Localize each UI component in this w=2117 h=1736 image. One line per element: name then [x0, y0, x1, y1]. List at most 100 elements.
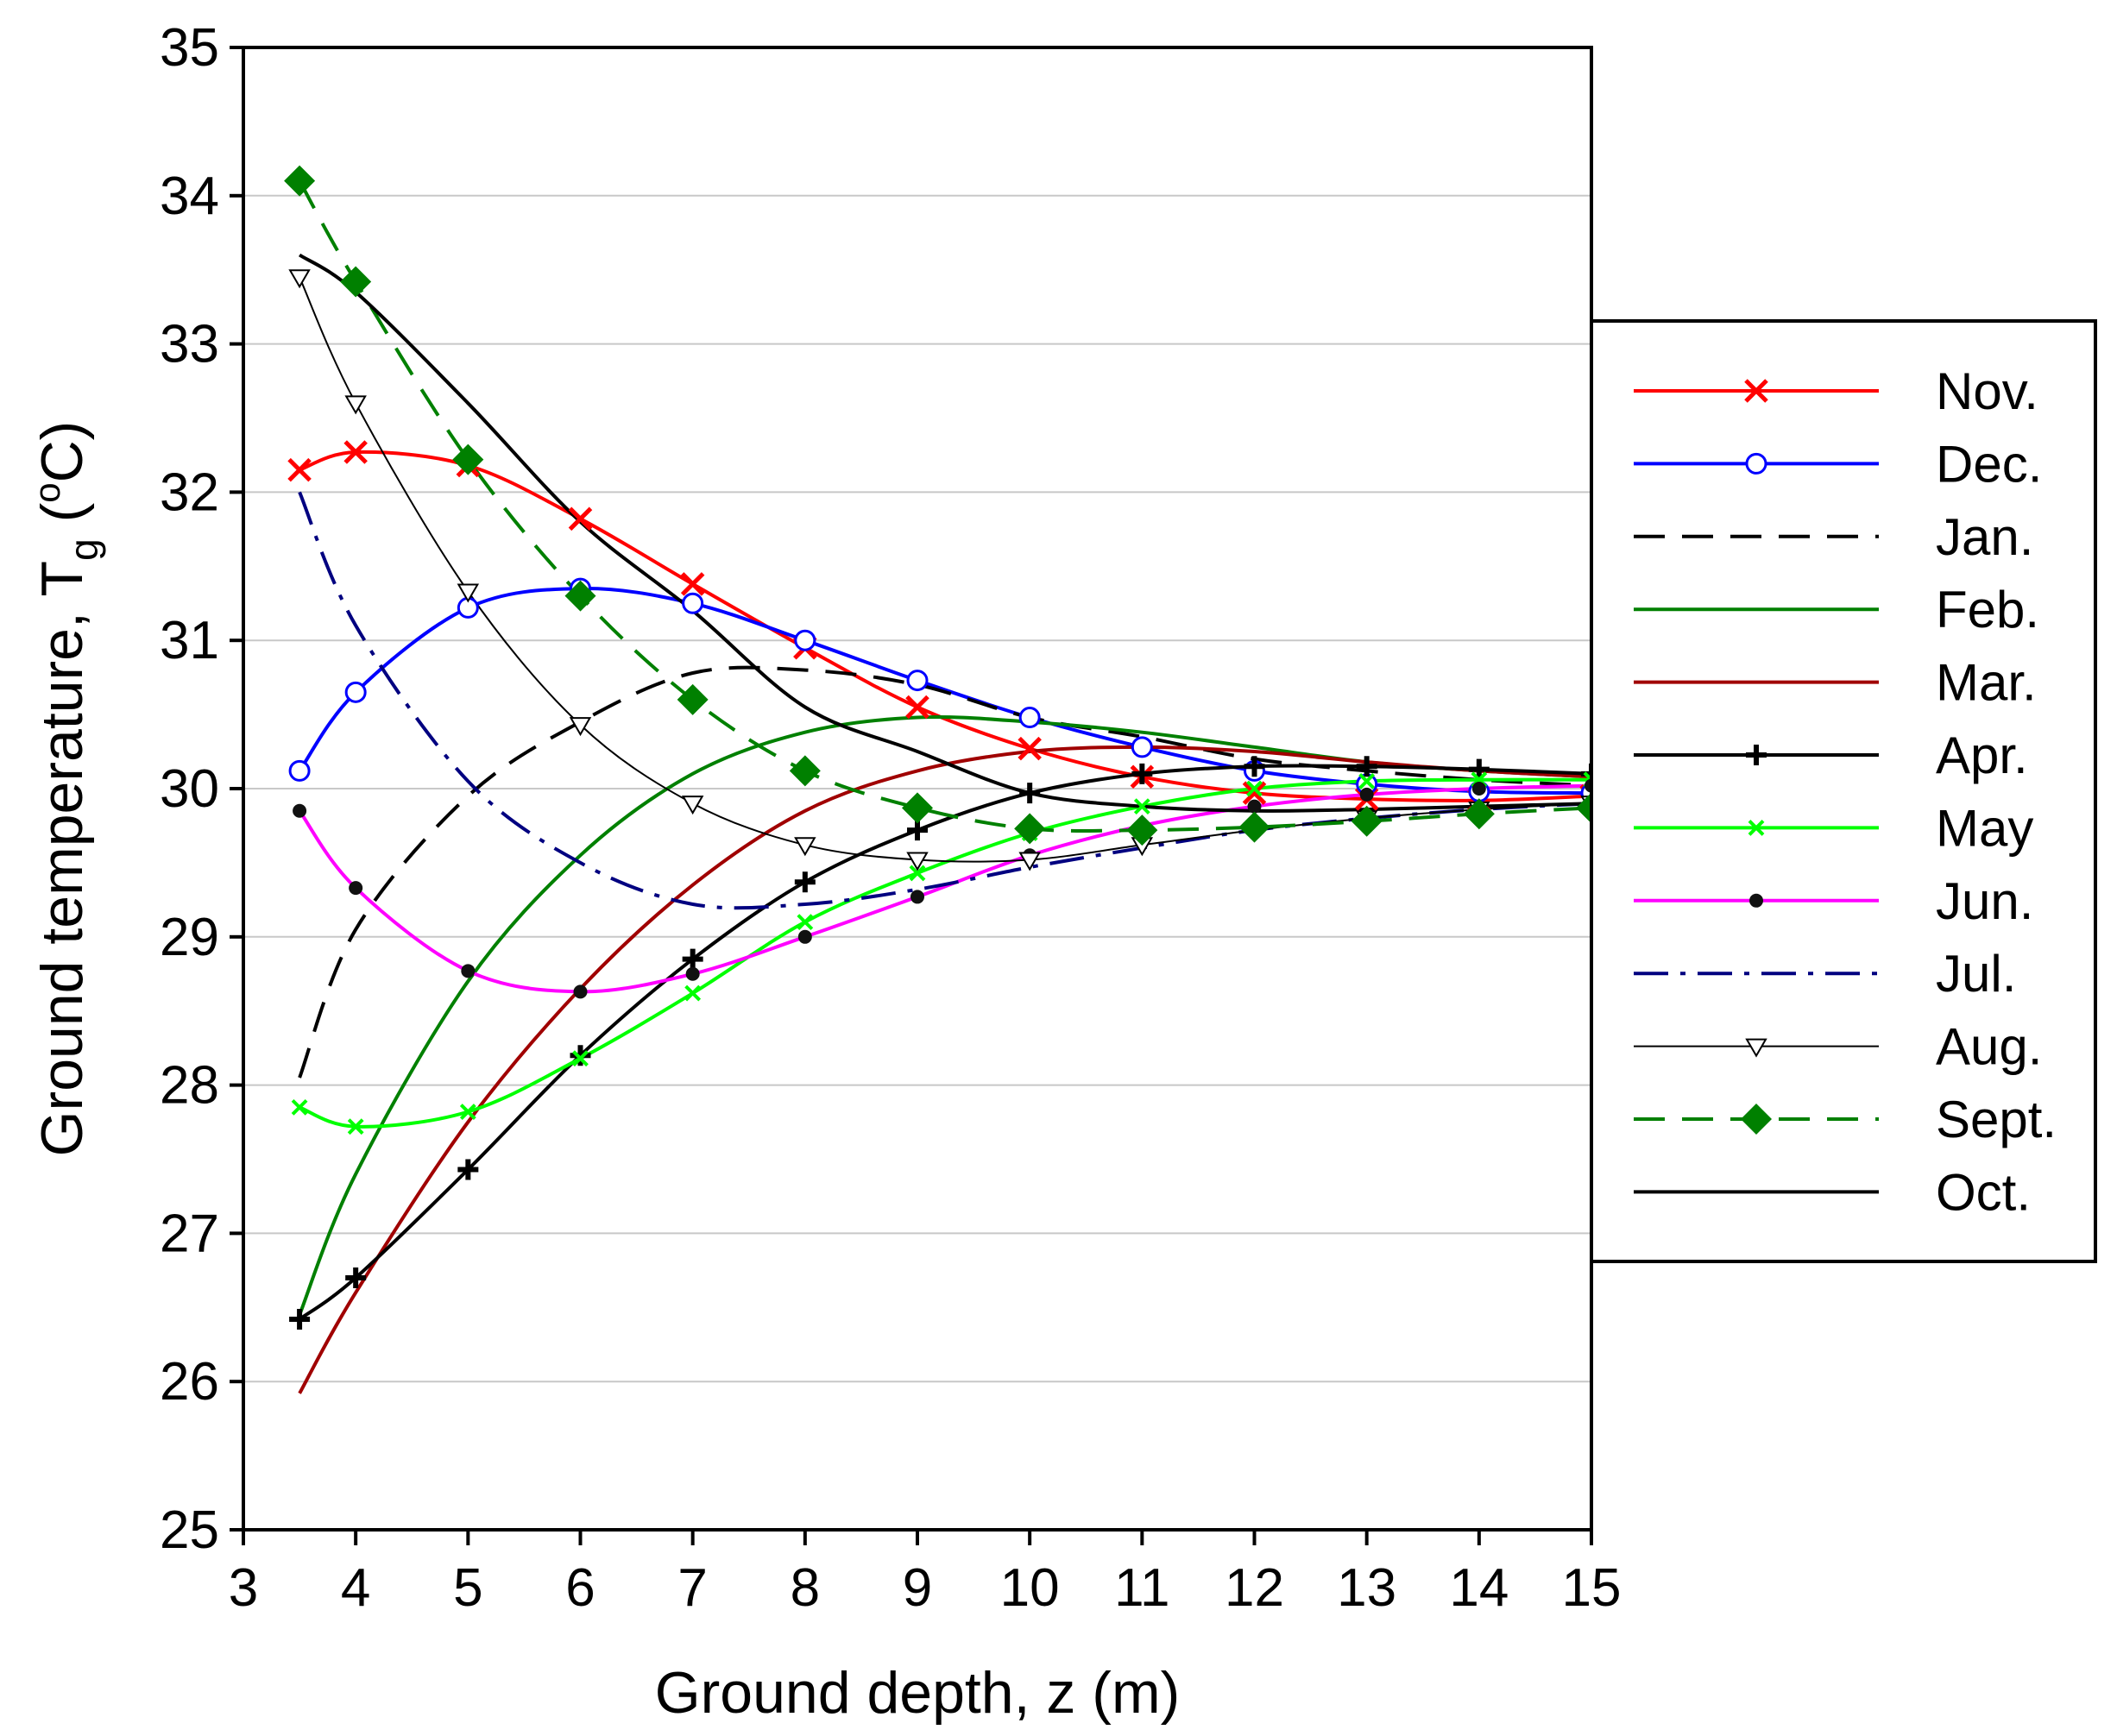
data-point-sept-2 [452, 443, 484, 475]
data-point-may-2 [459, 1104, 476, 1120]
data-point-sept-4 [677, 683, 709, 715]
data-point-apr-9 [1244, 756, 1265, 777]
y-tick-label: 27 [160, 1204, 219, 1263]
x-tick-label: 3 [229, 1558, 258, 1618]
legend-item-dec: Dec. [1634, 435, 2042, 493]
data-point-sept-10 [1351, 805, 1383, 837]
data-point-aug-0 [288, 269, 311, 289]
data-point-jun-0 [293, 803, 307, 818]
x-tick-label: 11 [1114, 1558, 1169, 1618]
data-point-jun-5 [797, 929, 812, 944]
data-point-sept-0 [284, 165, 316, 197]
y-tick-label: 25 [160, 1500, 219, 1560]
data-point-sept-6 [902, 792, 933, 824]
data-point-may-6 [909, 865, 926, 882]
y-tick-label: 32 [160, 462, 219, 522]
data-point-nov-9 [1242, 781, 1267, 805]
data-point-jun-2 [461, 964, 476, 978]
series-markers [284, 165, 1607, 1330]
data-point-sept-5 [789, 755, 821, 787]
data-point-aug-5 [794, 837, 816, 857]
legend-item-may: May [1634, 799, 2033, 857]
data-point-may-9 [1246, 780, 1263, 797]
data-point-may-3 [572, 1050, 589, 1067]
data-point-jun-3 [573, 984, 588, 999]
data-point-apr-8 [1131, 763, 1153, 784]
y-tick-label: 26 [160, 1352, 219, 1412]
data-point-dec-7 [1018, 707, 1041, 729]
y-tick-label: 28 [160, 1056, 219, 1116]
x-axis-title: Ground depth, z (m) [655, 1660, 1180, 1726]
legend-label-may: May [1936, 799, 2033, 857]
legend-item-mar: Mar. [1634, 654, 2037, 712]
y-tick-label: 35 [160, 18, 219, 78]
x-tick-label: 14 [1449, 1558, 1509, 1618]
data-point-aug-6 [906, 852, 929, 871]
series-line-mar [298, 745, 1592, 1394]
data-point-sept-9 [1238, 811, 1270, 843]
gridlines [243, 194, 1591, 1383]
data-point-may-0 [291, 1098, 308, 1116]
data-point-apr-1 [345, 1267, 367, 1288]
y-tick-label: 34 [160, 167, 219, 226]
legend-box [1590, 319, 2097, 1263]
data-point-nov-3 [568, 506, 593, 531]
x-tick-label: 5 [453, 1558, 482, 1618]
legend-marker-sept [1741, 1104, 1772, 1135]
data-point-aug-1 [344, 395, 367, 415]
legend-label-jan: Jan. [1936, 508, 2033, 566]
y-axis-title-main: Ground temperature, T [29, 561, 95, 1156]
legend-item-jun: Jun. [1634, 872, 2033, 930]
data-point-sept-3 [564, 580, 596, 612]
data-point-apr-4 [682, 948, 703, 970]
data-point-may-8 [1133, 798, 1150, 815]
legend-label-oct: Oct. [1936, 1163, 2031, 1221]
data-point-aug-3 [569, 717, 592, 737]
data-point-sept-11 [1463, 798, 1495, 830]
legend-marker-apr [1746, 745, 1767, 765]
legend-label-apr: Apr. [1936, 726, 2028, 784]
y-axis-title-open: ( [29, 502, 95, 538]
data-point-apr-5 [794, 871, 816, 893]
legend-item-oct: Oct. [1634, 1163, 2031, 1221]
data-point-jun-6 [910, 890, 924, 904]
data-point-apr-2 [457, 1159, 479, 1180]
data-point-apr-3 [570, 1045, 591, 1066]
data-point-sept-8 [1126, 815, 1158, 846]
legend-item-feb: Feb. [1634, 581, 2039, 638]
series-line-sept [298, 179, 1592, 833]
data-point-may-1 [347, 1118, 364, 1135]
y-axis-title: Ground temperature, Tg (oC) [27, 421, 106, 1157]
legend-marker-aug [1745, 1038, 1767, 1058]
legend-label-nov: Nov. [1936, 362, 2038, 420]
legend-label-aug: Aug. [1936, 1018, 2042, 1076]
data-point-dec-8 [1131, 736, 1153, 758]
data-point-dec-5 [794, 629, 816, 651]
legend-marker-dec [1745, 452, 1767, 475]
x-tick-label: 12 [1225, 1558, 1284, 1618]
data-point-aug-2 [457, 583, 480, 603]
data-point-apr-11 [1468, 758, 1490, 780]
data-point-jun-9 [1247, 799, 1262, 814]
y-tick-label: 31 [160, 611, 219, 670]
data-point-nov-7 [1018, 736, 1042, 761]
legend-item-apr: Apr. [1634, 726, 2028, 784]
legend-item-aug: Aug. [1634, 1018, 2042, 1076]
y-tick-label: 33 [160, 315, 219, 374]
y-axis-title-degree: o [27, 482, 67, 502]
y-axis-title-unit: C) [29, 421, 95, 483]
data-point-sept-7 [1014, 813, 1046, 845]
legend-label-feb: Feb. [1936, 581, 2039, 638]
legend-marker-may [1748, 819, 1765, 836]
x-tick-label: 4 [341, 1558, 370, 1618]
data-point-apr-7 [1019, 783, 1041, 804]
x-tick-label: 15 [1562, 1558, 1622, 1618]
x-tick-label: 8 [791, 1558, 820, 1618]
legend-marker-jun [1749, 893, 1763, 908]
x-tick-label: 7 [677, 1558, 707, 1618]
data-point-sept-1 [340, 266, 372, 298]
x-tick-label: 10 [1000, 1558, 1060, 1618]
data-point-jun-4 [685, 966, 700, 981]
legend-item-nov: Nov. [1634, 362, 2038, 420]
